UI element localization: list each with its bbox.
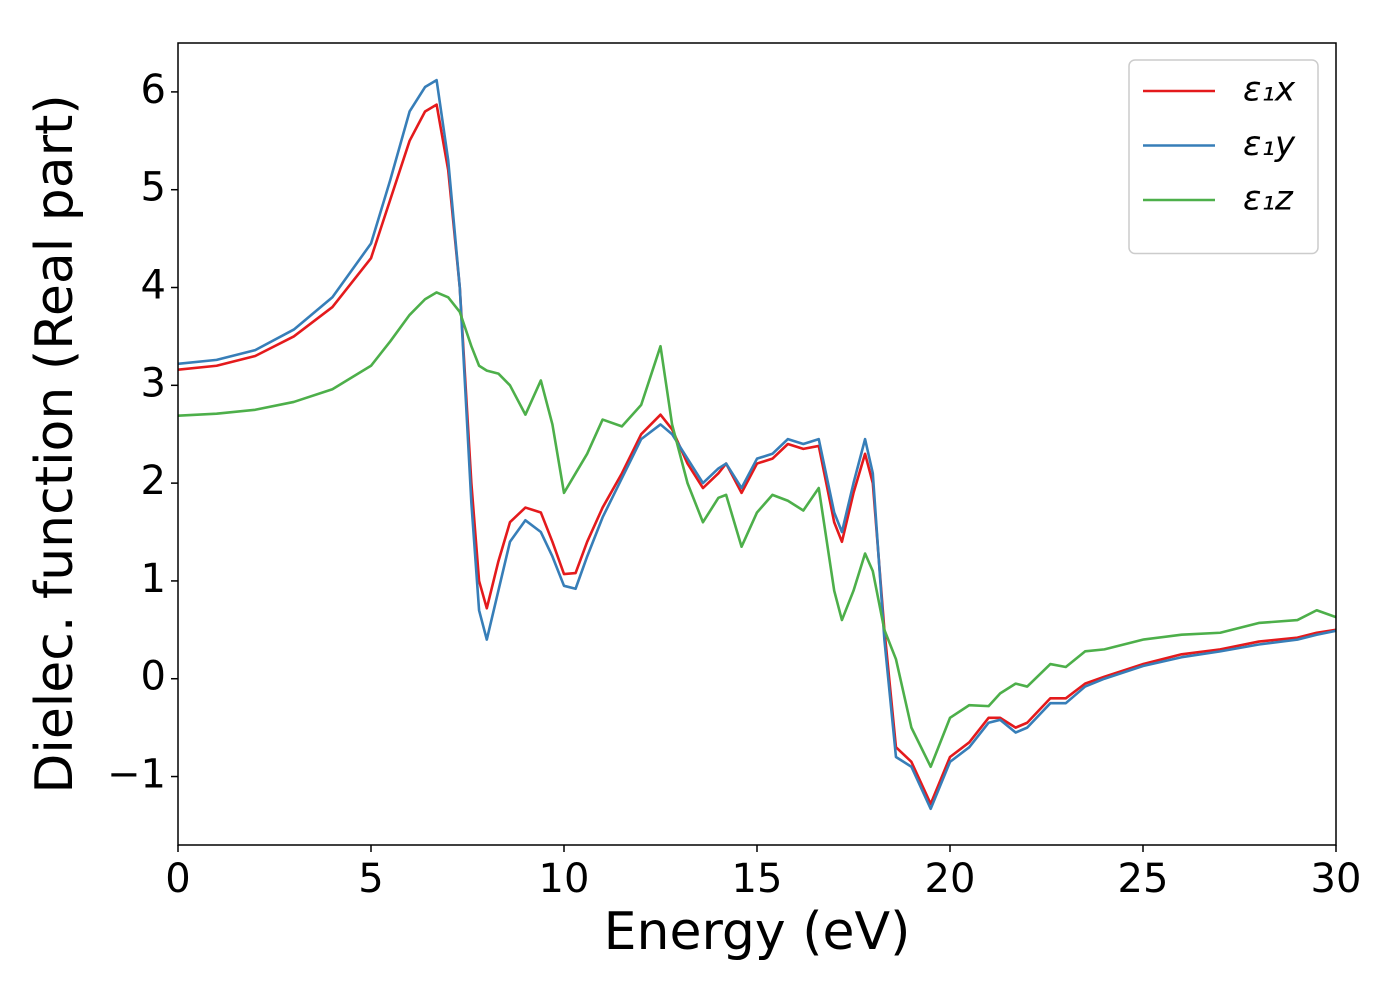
x-tick-label: 30 xyxy=(1311,856,1362,902)
legend-label: ε₁z xyxy=(1243,179,1294,219)
x-axis-title: Energy (eV) xyxy=(604,902,911,962)
legend-label: ε₁y xyxy=(1243,124,1296,164)
y-tick-label: 3 xyxy=(141,360,166,406)
y-tick-label: 4 xyxy=(141,263,166,309)
x-tick-label: 0 xyxy=(165,856,190,902)
x-tick-label: 5 xyxy=(358,856,383,902)
y-tick-label: 0 xyxy=(141,654,166,700)
y-tick-label: 5 xyxy=(141,165,166,211)
line-series xyxy=(178,78,1336,811)
x-tick-label: 25 xyxy=(1118,856,1169,902)
y-axis-title: Dielec. function (Real part) xyxy=(25,94,85,793)
x-tick-label: 20 xyxy=(925,856,976,902)
x-tick-label: 15 xyxy=(732,856,783,902)
line-series xyxy=(178,291,1336,769)
y-tick-label: 6 xyxy=(141,67,166,113)
x-tick-label: 10 xyxy=(539,856,590,902)
legend-box xyxy=(1128,59,1319,255)
y-tick-label: 1 xyxy=(141,556,166,602)
legend-label: ε₁x xyxy=(1243,70,1296,110)
y-tick-label: −1 xyxy=(107,752,166,798)
y-tick-label: 2 xyxy=(141,458,166,504)
plot-frame xyxy=(177,42,1337,846)
